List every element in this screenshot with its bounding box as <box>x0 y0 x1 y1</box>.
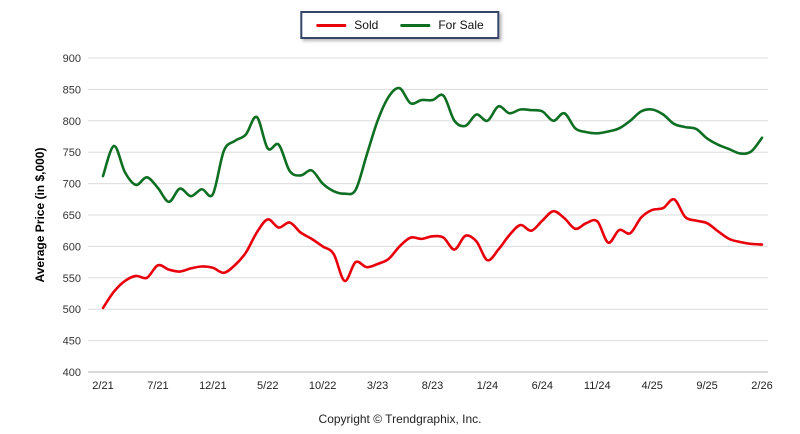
y-tick-label: 600 <box>63 241 81 253</box>
y-tick-label: 750 <box>63 147 81 159</box>
y-tick-label: 650 <box>63 210 81 222</box>
y-tick-label: 800 <box>63 116 81 128</box>
x-tick-label: 7/21 <box>147 380 168 392</box>
legend-label-sold: Sold <box>354 18 379 32</box>
sold-series-line <box>101 197 764 310</box>
x-tick-label: 1/24 <box>477 380 498 392</box>
x-tick-label: 9/25 <box>696 380 717 392</box>
x-tick-label: 11/24 <box>584 380 611 392</box>
y-tick-label: 400 <box>63 367 81 379</box>
y-axis-title: Average Price (in $,000) <box>33 147 47 283</box>
y-tick-label: 550 <box>63 273 81 285</box>
x-tick-label: 8/23 <box>422 380 443 392</box>
x-tick-label: 10/22 <box>309 380 337 392</box>
y-tick-label: 500 <box>63 304 81 316</box>
y-tick-label: 900 <box>63 53 81 65</box>
legend-item-for-sale: For Sale <box>400 18 484 32</box>
x-tick-label: 4/25 <box>641 380 662 392</box>
x-tick-label: 12/21 <box>199 380 227 392</box>
x-tick-label: 3/23 <box>367 380 388 392</box>
y-tick-label: 450 <box>63 336 81 348</box>
legend-label-for-sale: For Sale <box>438 18 484 32</box>
legend-item-sold: Sold <box>316 18 378 32</box>
y-tick-label: 700 <box>63 179 81 191</box>
x-tick-label: 5/22 <box>257 380 278 392</box>
x-tick-label: 6/24 <box>532 380 553 392</box>
sold-line-swatch <box>316 23 347 27</box>
x-tick-label: 2/26 <box>751 380 772 392</box>
chart-legend: Sold For Sale <box>300 11 500 39</box>
y-tick-label: 850 <box>63 84 81 96</box>
for-sale-series-line <box>101 86 764 204</box>
copyright-text: Copyright © Trendgraphix, Inc. <box>318 412 482 426</box>
for-sale-line-swatch <box>400 23 431 27</box>
x-tick-label: 2/21 <box>92 380 113 392</box>
